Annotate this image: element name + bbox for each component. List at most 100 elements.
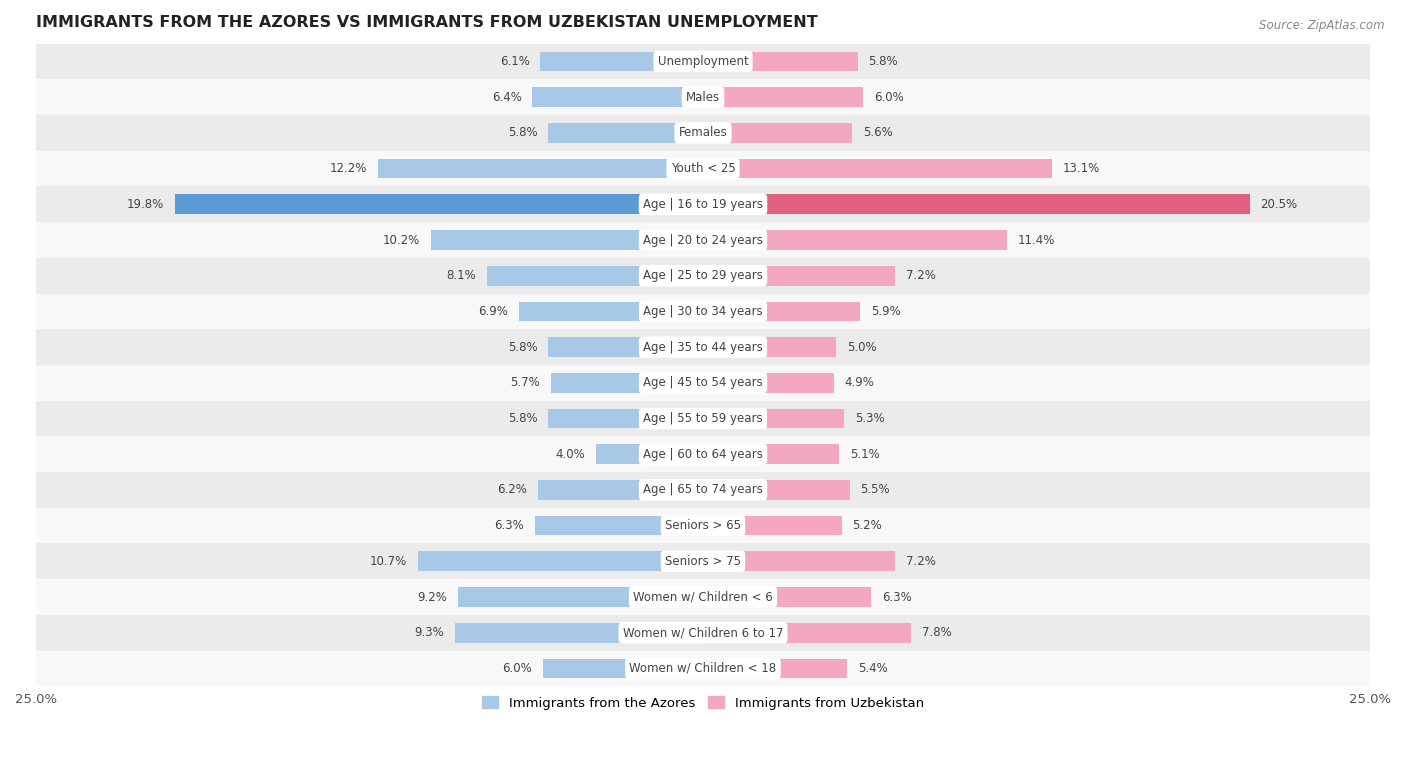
Bar [519, 301, 703, 321]
Bar [703, 159, 1053, 179]
Text: 10.2%: 10.2% [382, 233, 420, 247]
Bar [703, 373, 834, 393]
Bar [378, 159, 703, 179]
Bar [703, 516, 842, 535]
Bar [37, 650, 1369, 687]
Bar [703, 338, 837, 357]
Text: 6.0%: 6.0% [873, 91, 904, 104]
Text: Age | 55 to 59 years: Age | 55 to 59 years [643, 412, 763, 425]
Text: 6.9%: 6.9% [478, 305, 508, 318]
Text: 9.2%: 9.2% [418, 590, 447, 603]
Text: 5.1%: 5.1% [849, 447, 880, 461]
Text: Age | 20 to 24 years: Age | 20 to 24 years [643, 233, 763, 247]
Text: 7.2%: 7.2% [905, 555, 935, 568]
Bar [703, 409, 845, 428]
Text: 5.2%: 5.2% [852, 519, 882, 532]
Text: 6.0%: 6.0% [502, 662, 533, 675]
Text: 5.8%: 5.8% [508, 412, 537, 425]
Bar [548, 409, 703, 428]
Text: 4.9%: 4.9% [845, 376, 875, 389]
Bar [540, 51, 703, 71]
Text: Age | 60 to 64 years: Age | 60 to 64 years [643, 447, 763, 461]
Text: 5.7%: 5.7% [510, 376, 540, 389]
Text: Seniors > 75: Seniors > 75 [665, 555, 741, 568]
Text: Females: Females [679, 126, 727, 139]
Bar [37, 508, 1369, 544]
Bar [37, 472, 1369, 508]
Bar [703, 266, 896, 285]
Text: 5.6%: 5.6% [863, 126, 893, 139]
Text: Youth < 25: Youth < 25 [671, 162, 735, 175]
Bar [533, 87, 703, 107]
Text: 11.4%: 11.4% [1018, 233, 1054, 247]
Bar [37, 115, 1369, 151]
Bar [37, 44, 1369, 79]
Text: 6.3%: 6.3% [882, 590, 911, 603]
Bar [37, 151, 1369, 186]
Bar [548, 338, 703, 357]
Text: Males: Males [686, 91, 720, 104]
Text: 6.2%: 6.2% [498, 484, 527, 497]
Bar [548, 123, 703, 143]
Text: Seniors > 65: Seniors > 65 [665, 519, 741, 532]
Text: Source: ZipAtlas.com: Source: ZipAtlas.com [1260, 19, 1385, 32]
Bar [486, 266, 703, 285]
Bar [37, 544, 1369, 579]
Text: 5.4%: 5.4% [858, 662, 887, 675]
Bar [543, 659, 703, 678]
Bar [703, 480, 849, 500]
Bar [703, 230, 1007, 250]
Text: 9.3%: 9.3% [415, 626, 444, 639]
Bar [37, 365, 1369, 400]
Text: 5.0%: 5.0% [846, 341, 877, 354]
Text: 19.8%: 19.8% [127, 198, 165, 210]
Bar [703, 51, 858, 71]
Bar [703, 123, 852, 143]
Text: 20.5%: 20.5% [1261, 198, 1298, 210]
Text: 6.4%: 6.4% [492, 91, 522, 104]
Text: Age | 35 to 44 years: Age | 35 to 44 years [643, 341, 763, 354]
Bar [537, 480, 703, 500]
Text: 5.9%: 5.9% [872, 305, 901, 318]
Bar [534, 516, 703, 535]
Bar [430, 230, 703, 250]
Text: 7.2%: 7.2% [905, 269, 935, 282]
Text: 5.8%: 5.8% [508, 341, 537, 354]
Bar [37, 400, 1369, 436]
Bar [703, 87, 863, 107]
Bar [37, 258, 1369, 294]
Text: 6.1%: 6.1% [499, 55, 530, 68]
Bar [37, 186, 1369, 222]
Text: 10.7%: 10.7% [370, 555, 406, 568]
Text: Age | 65 to 74 years: Age | 65 to 74 years [643, 484, 763, 497]
Bar [703, 301, 860, 321]
Text: Women w/ Children < 18: Women w/ Children < 18 [630, 662, 776, 675]
Bar [37, 79, 1369, 115]
Text: 5.8%: 5.8% [508, 126, 537, 139]
Bar [703, 587, 872, 607]
Text: Age | 45 to 54 years: Age | 45 to 54 years [643, 376, 763, 389]
Text: 5.5%: 5.5% [860, 484, 890, 497]
Text: 7.8%: 7.8% [922, 626, 952, 639]
Text: Age | 25 to 29 years: Age | 25 to 29 years [643, 269, 763, 282]
Legend: Immigrants from the Azores, Immigrants from Uzbekistan: Immigrants from the Azores, Immigrants f… [477, 691, 929, 715]
Text: 13.1%: 13.1% [1063, 162, 1101, 175]
Bar [37, 294, 1369, 329]
Bar [551, 373, 703, 393]
Text: IMMIGRANTS FROM THE AZORES VS IMMIGRANTS FROM UZBEKISTAN UNEMPLOYMENT: IMMIGRANTS FROM THE AZORES VS IMMIGRANTS… [37, 15, 818, 30]
Bar [37, 436, 1369, 472]
Bar [703, 552, 896, 571]
Text: 4.0%: 4.0% [555, 447, 586, 461]
Bar [596, 444, 703, 464]
Bar [37, 579, 1369, 615]
Bar [37, 222, 1369, 258]
Text: Women w/ Children < 6: Women w/ Children < 6 [633, 590, 773, 603]
Bar [457, 587, 703, 607]
Text: Women w/ Children 6 to 17: Women w/ Children 6 to 17 [623, 626, 783, 639]
Bar [37, 615, 1369, 650]
Bar [174, 195, 703, 214]
Bar [703, 195, 1250, 214]
Text: Age | 16 to 19 years: Age | 16 to 19 years [643, 198, 763, 210]
Text: Unemployment: Unemployment [658, 55, 748, 68]
Text: Age | 30 to 34 years: Age | 30 to 34 years [643, 305, 763, 318]
